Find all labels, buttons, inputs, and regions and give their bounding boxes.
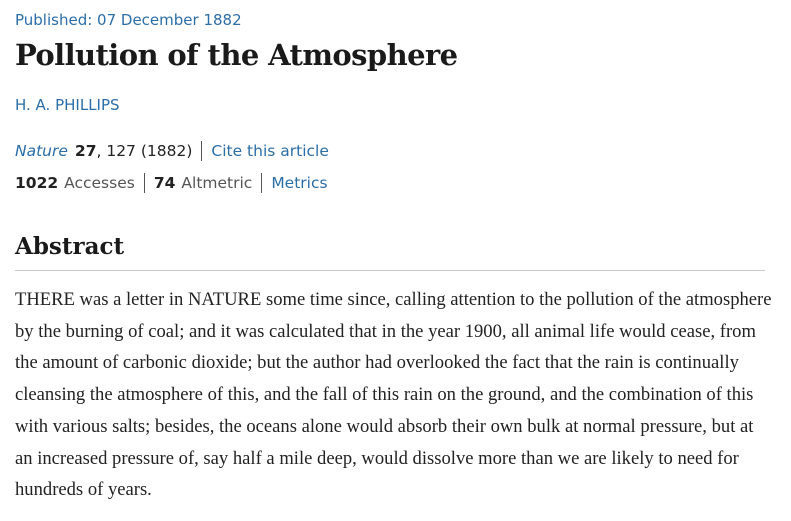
citation-pages-year: , 127 (1882) xyxy=(96,142,193,160)
section-divider xyxy=(15,270,765,271)
abstract-text: THERE was a letter in NATURE some time s… xyxy=(15,289,772,501)
altmetric-count: 74 xyxy=(153,174,176,192)
accesses-label: Accesses xyxy=(64,174,135,192)
abstract-heading: Abstract xyxy=(15,233,125,260)
journal-name: Nature xyxy=(15,142,68,160)
metrics-link[interactable]: Metrics xyxy=(271,174,328,192)
published-date: Published: 07 December 1882 xyxy=(15,11,242,29)
divider xyxy=(201,141,203,161)
accesses-count: 1022 xyxy=(15,174,59,192)
author-link[interactable]: H. A. PHILLIPS xyxy=(15,96,120,114)
cite-article-link[interactable]: Cite this article xyxy=(211,142,329,160)
divider xyxy=(261,173,263,193)
altmetric-label: Altmetric xyxy=(181,174,253,192)
article-title: Pollution of the Atmosphere xyxy=(15,38,458,72)
metrics-line: 1022 Accesses 74 Altmetric Metrics xyxy=(15,173,328,193)
journal-volume: 27 xyxy=(74,142,97,160)
divider xyxy=(143,173,145,193)
citation-line: Nature 27 , 127 (1882) Cite this article xyxy=(15,141,329,161)
